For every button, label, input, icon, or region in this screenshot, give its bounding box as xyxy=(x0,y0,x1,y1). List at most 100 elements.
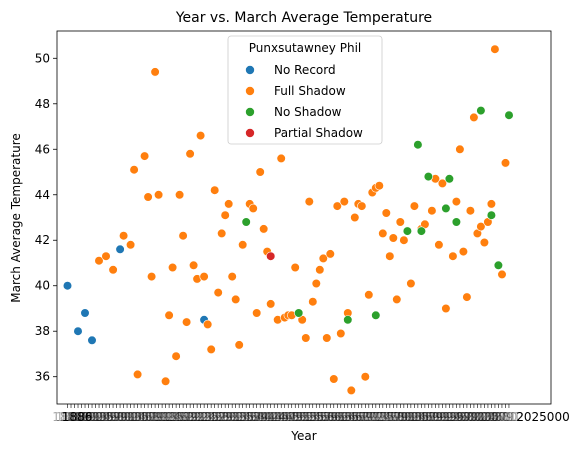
point-full-shadow xyxy=(94,256,104,266)
x-tick-label: 1979 xyxy=(378,410,409,424)
y-tick-label: 50 xyxy=(35,51,50,65)
point-full-shadow xyxy=(427,206,437,216)
x-tick-label: 1934 xyxy=(220,410,251,424)
x-tick-label: 1921 xyxy=(175,410,206,424)
x-tick-label: 1976 xyxy=(368,410,399,424)
x-tick-label: 1953 xyxy=(287,410,318,424)
point-no-shadow xyxy=(402,226,413,236)
x-tick-label: 1908 xyxy=(129,410,160,424)
point-full-shadow xyxy=(322,333,332,343)
point-no-shadow xyxy=(371,310,381,320)
x-tick-label: 1962 xyxy=(319,410,350,424)
x-tick-label: 1990 xyxy=(417,410,448,424)
x-tick-label: 1967 xyxy=(336,410,367,424)
y-tick-label: 46 xyxy=(35,142,50,156)
x-tick-label: 1975 xyxy=(364,410,395,424)
point-full-shadow xyxy=(500,158,511,168)
point-no-shadow xyxy=(504,110,514,120)
x-tick-label: 1991 xyxy=(420,410,451,424)
x-tick-label: 1996 xyxy=(438,410,469,424)
x-tick-label: 1971 xyxy=(350,410,381,424)
point-no-shadow xyxy=(444,174,455,184)
point-full-shadow xyxy=(220,210,230,220)
x-tick-label: 1951 xyxy=(280,410,311,424)
x-tick-label: 1891 xyxy=(70,410,101,424)
point-full-shadow xyxy=(434,240,444,250)
point-full-shadow xyxy=(479,237,490,248)
x-tick-label: 1886 xyxy=(52,410,83,424)
point-full-shadow xyxy=(164,310,174,320)
point-full-shadow xyxy=(437,178,448,188)
point-full-shadow xyxy=(206,344,216,355)
point-no-shadow xyxy=(486,210,497,220)
point-partial-shadow xyxy=(266,251,276,261)
point-full-shadow xyxy=(129,165,139,175)
point-full-shadow xyxy=(469,112,479,122)
x-tick-label: 1964 xyxy=(326,410,357,424)
point-full-shadow xyxy=(178,231,188,241)
x-tick-label: 1900 xyxy=(101,410,132,424)
x-tick-label: 1917 xyxy=(161,410,192,424)
x-tick-label: 1943 xyxy=(252,410,283,424)
point-full-shadow xyxy=(364,290,374,300)
x-tick-label: 1939 xyxy=(238,410,269,424)
x-tick-label: 1952 xyxy=(283,410,314,424)
point-full-shadow xyxy=(196,131,206,141)
x-tick-label: 1929 xyxy=(203,410,234,424)
point-full-shadow xyxy=(357,201,367,211)
x-tick-label: 1941 xyxy=(245,410,276,424)
point-full-shadow xyxy=(266,299,276,309)
x-tick-label: 1960 xyxy=(311,410,342,424)
x-tick-label: 2004 xyxy=(466,410,497,424)
point-full-shadow xyxy=(490,44,500,54)
y-tick-label: 40 xyxy=(35,279,50,293)
x-tick-label: 2007 xyxy=(476,410,507,424)
x-tick-label: 2012 xyxy=(494,410,525,424)
x-tick-label: 1901 xyxy=(105,410,136,424)
x-tick-label: 1998 xyxy=(445,410,476,424)
x-tick-label: 1893 xyxy=(77,410,108,424)
x-tick-label: 1978 xyxy=(375,410,406,424)
x-tick-label: 1955 xyxy=(294,410,325,424)
point-no-shadow xyxy=(476,105,486,116)
x-tick-label: 1956 xyxy=(297,410,328,424)
point-full-shadow xyxy=(276,153,286,163)
x-axis-label: Year xyxy=(290,429,316,443)
legend-box xyxy=(227,35,383,145)
point-full-shadow xyxy=(252,308,262,318)
point-full-shadow xyxy=(217,228,227,238)
x-tick-label: 1985 xyxy=(399,410,430,424)
x-tick-label: 1958 xyxy=(304,410,335,424)
x-tick-label: 2002 xyxy=(459,410,490,424)
legend-marker-no-shadow xyxy=(245,107,255,117)
y-tick-label: 38 xyxy=(35,324,50,338)
legend-marker-partial-shadow xyxy=(245,128,255,138)
x-axis-ticks: 1886188718881889189018911892189318941895… xyxy=(52,404,524,424)
x-tick-label: 2010 xyxy=(487,410,518,424)
x-tick-label: 1909 xyxy=(133,410,164,424)
x-tick-label: 1974 xyxy=(361,410,392,424)
x-tick-label: 1937 xyxy=(231,410,262,424)
x-tick-label: 2006 xyxy=(473,410,504,424)
point-full-shadow xyxy=(409,201,420,211)
y-axis-label: March Average Temperature xyxy=(9,133,23,303)
point-full-shadow xyxy=(290,262,300,273)
x-tick-label: 1916 xyxy=(157,410,188,424)
point-full-shadow xyxy=(150,67,160,77)
legend-marker-full-shadow xyxy=(245,86,255,96)
x-tick-label-start: 1886 xyxy=(62,410,93,424)
x-tick-label: 1910 xyxy=(136,410,167,424)
y-tick-label: 48 xyxy=(35,97,50,111)
point-no-record xyxy=(80,308,90,318)
point-full-shadow xyxy=(315,265,325,275)
point-full-shadow xyxy=(374,181,384,191)
legend-title: Punxsutawney Phil xyxy=(249,41,361,55)
x-tick-label: 1938 xyxy=(234,410,265,424)
x-tick-label: 1992 xyxy=(424,410,455,424)
point-no-record xyxy=(62,281,73,291)
point-full-shadow xyxy=(329,374,339,384)
x-tick-label: 1914 xyxy=(150,410,181,424)
point-no-shadow xyxy=(413,140,423,150)
x-tick-label: 1988 xyxy=(410,410,441,424)
point-full-shadow xyxy=(392,294,402,305)
